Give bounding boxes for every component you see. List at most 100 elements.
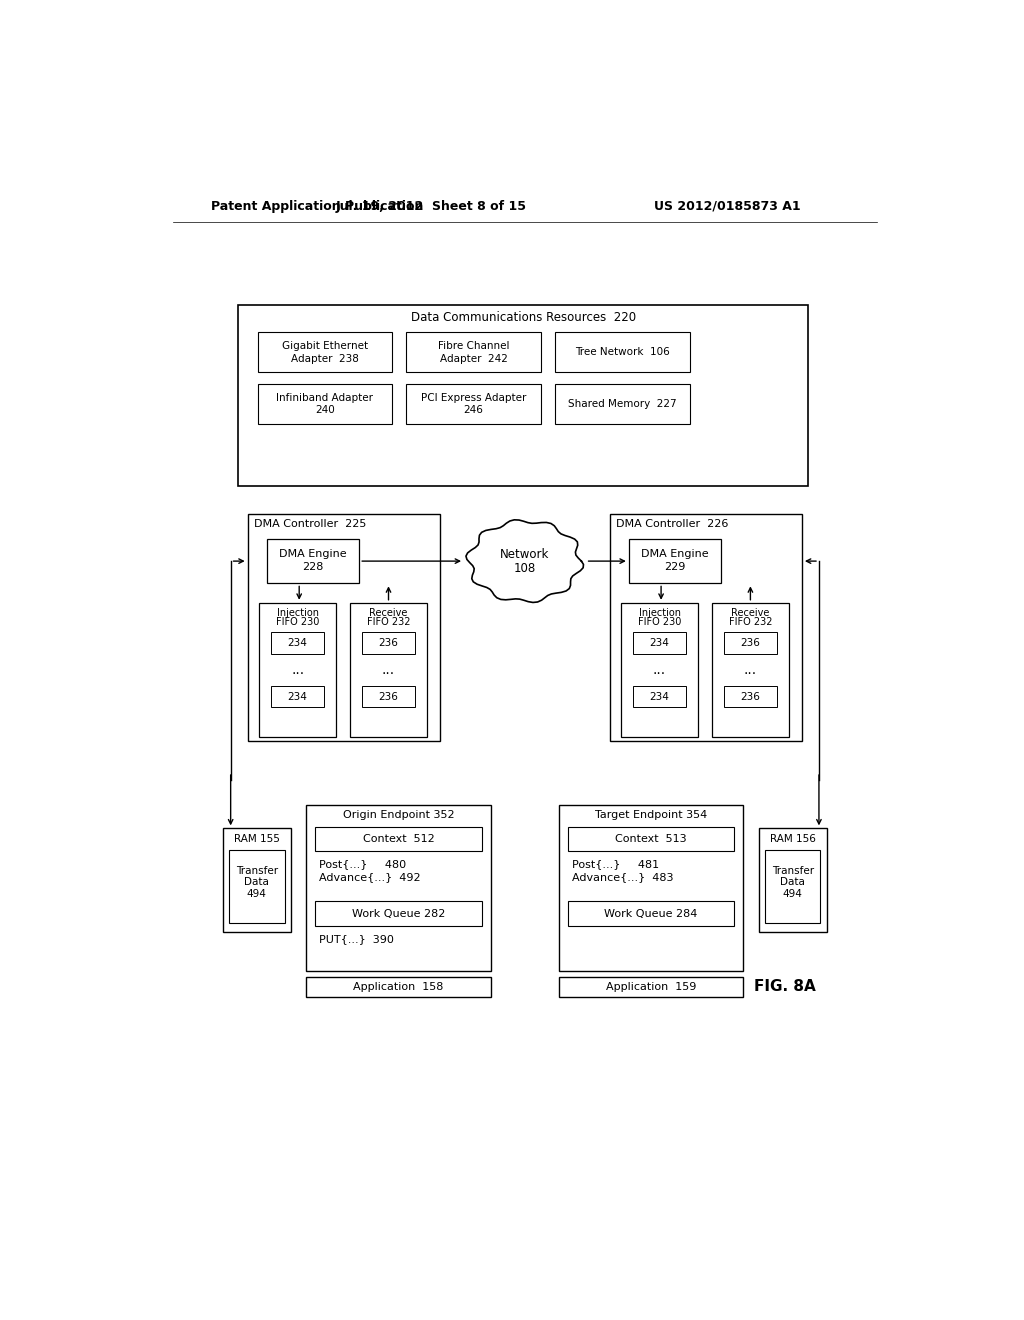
Bar	[362, 632, 415, 653]
Text: Application  158: Application 158	[353, 982, 443, 991]
Text: 234: 234	[288, 638, 307, 648]
Text: 236: 236	[379, 692, 398, 702]
Bar	[350, 603, 427, 738]
Text: 236: 236	[740, 692, 761, 702]
Bar	[306, 977, 490, 997]
Text: 234: 234	[288, 692, 307, 702]
Bar	[759, 829, 826, 932]
Bar	[555, 333, 689, 372]
Text: Post{...}     480: Post{...} 480	[319, 859, 407, 870]
Bar	[315, 902, 481, 927]
Bar	[621, 603, 698, 738]
Text: Infiniband Adapter: Infiniband Adapter	[276, 393, 374, 403]
Bar	[271, 632, 324, 653]
Text: Injection: Injection	[276, 607, 318, 618]
Bar	[258, 384, 392, 424]
Bar	[271, 686, 324, 708]
Text: 236: 236	[379, 638, 398, 648]
Bar	[629, 539, 721, 583]
Text: ...: ...	[291, 664, 304, 677]
Bar	[559, 977, 743, 997]
Text: PUT{...}  390: PUT{...} 390	[319, 935, 394, 944]
Text: Advance{...}  483: Advance{...} 483	[571, 871, 673, 882]
Bar	[315, 826, 481, 851]
Bar	[223, 829, 291, 932]
Text: 246: 246	[464, 405, 483, 416]
Text: Application  159: Application 159	[606, 982, 696, 991]
Text: RAM 155: RAM 155	[233, 834, 280, 843]
Text: Network: Network	[500, 548, 550, 561]
Text: Receive: Receive	[370, 607, 408, 618]
Bar	[248, 515, 440, 742]
Text: Tree Network  106: Tree Network 106	[574, 347, 670, 358]
Bar	[634, 632, 686, 653]
Bar	[568, 902, 734, 927]
Text: 494: 494	[247, 888, 267, 899]
Text: DMA Controller  226: DMA Controller 226	[615, 519, 728, 529]
Text: 234: 234	[649, 638, 670, 648]
Text: 228: 228	[302, 562, 324, 573]
Text: Transfer: Transfer	[772, 866, 814, 875]
Bar	[362, 686, 415, 708]
Bar	[407, 384, 541, 424]
Text: DMA Engine: DMA Engine	[641, 549, 709, 560]
Text: Gigabit Ethernet: Gigabit Ethernet	[282, 342, 368, 351]
Text: FIFO 230: FIFO 230	[638, 616, 681, 627]
Bar	[267, 539, 359, 583]
Text: DMA Engine: DMA Engine	[280, 549, 347, 560]
Text: Fibre Channel: Fibre Channel	[438, 342, 509, 351]
Text: 229: 229	[665, 562, 686, 573]
Text: ...: ...	[653, 664, 667, 677]
Bar	[229, 850, 285, 923]
Bar	[609, 515, 802, 742]
Bar	[724, 632, 776, 653]
Text: Data: Data	[780, 878, 805, 887]
Text: 494: 494	[782, 888, 803, 899]
Text: Data Communications Resources  220: Data Communications Resources 220	[411, 310, 636, 323]
Polygon shape	[466, 520, 584, 602]
Text: Data: Data	[245, 878, 269, 887]
Text: Context  513: Context 513	[615, 834, 687, 843]
Bar	[765, 850, 820, 923]
Text: Jul. 19, 2012  Sheet 8 of 15: Jul. 19, 2012 Sheet 8 of 15	[336, 199, 526, 213]
Text: Transfer: Transfer	[236, 866, 278, 875]
Text: 236: 236	[740, 638, 761, 648]
Bar	[555, 384, 689, 424]
Text: Target Endpoint 354: Target Endpoint 354	[595, 810, 708, 820]
Text: 240: 240	[315, 405, 335, 416]
Bar	[568, 826, 734, 851]
Text: Adapter  238: Adapter 238	[291, 354, 359, 363]
Text: Origin Endpoint 352: Origin Endpoint 352	[343, 810, 455, 820]
Text: Patent Application Publication: Patent Application Publication	[211, 199, 424, 213]
Text: Advance{...}  492: Advance{...} 492	[319, 871, 421, 882]
Text: FIFO 232: FIFO 232	[367, 616, 411, 627]
Text: Work Queue 284: Work Queue 284	[604, 908, 697, 919]
Bar	[258, 333, 392, 372]
Text: 108: 108	[514, 561, 536, 574]
Text: US 2012/0185873 A1: US 2012/0185873 A1	[654, 199, 801, 213]
Text: Work Queue 282: Work Queue 282	[352, 908, 445, 919]
Text: Adapter  242: Adapter 242	[439, 354, 508, 363]
Text: Receive: Receive	[731, 607, 770, 618]
Text: ...: ...	[743, 664, 757, 677]
Text: FIFO 230: FIFO 230	[275, 616, 319, 627]
Bar	[259, 603, 336, 738]
Text: Post{...}     481: Post{...} 481	[571, 859, 658, 870]
Text: FIG. 8A: FIG. 8A	[755, 979, 816, 994]
Text: FIFO 232: FIFO 232	[729, 616, 772, 627]
Bar	[239, 305, 808, 486]
Bar	[306, 805, 490, 970]
Bar	[634, 686, 686, 708]
Text: Shared Memory  227: Shared Memory 227	[568, 399, 677, 409]
Text: RAM 156: RAM 156	[770, 834, 816, 843]
Text: ...: ...	[382, 664, 395, 677]
Text: DMA Controller  225: DMA Controller 225	[254, 519, 367, 529]
Text: 234: 234	[649, 692, 670, 702]
Bar	[712, 603, 788, 738]
Bar	[407, 333, 541, 372]
Bar	[559, 805, 743, 970]
Bar	[724, 686, 776, 708]
Text: Context  512: Context 512	[362, 834, 434, 843]
Text: PCI Express Adapter: PCI Express Adapter	[421, 393, 526, 403]
Text: Injection: Injection	[639, 607, 681, 618]
